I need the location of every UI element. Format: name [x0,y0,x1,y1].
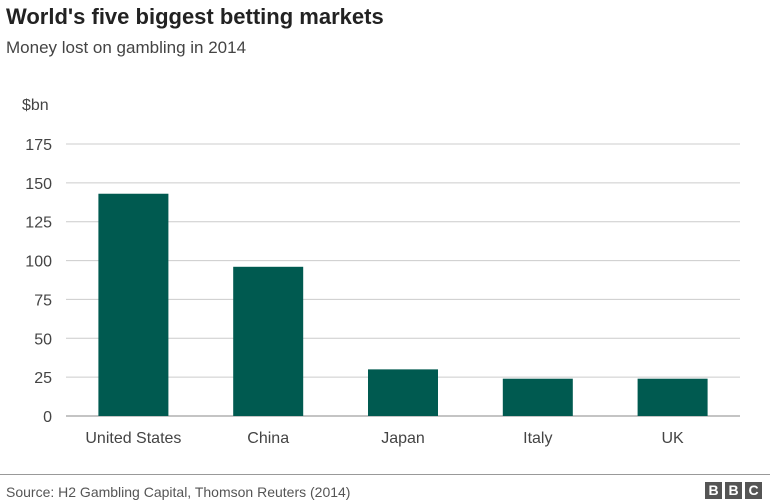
y-tick-label: 150 [25,176,52,193]
bar-chart: 0 25 50 75 100 125 150 175 United States China Jap… [25,137,740,447]
y-tick-label: 175 [25,137,52,154]
x-tick-label: United States [85,430,181,447]
x-tick-label: China [247,430,289,447]
y-tick-label: 25 [34,370,52,387]
y-tick-label: 0 [43,409,52,426]
chart-subtitle: Money lost on gambling in 2014 [6,38,247,57]
x-tick-label: Japan [381,430,425,447]
logo-letter: B [725,482,742,499]
chart-title: World's five biggest betting markets [6,4,384,29]
x-tick-label: UK [661,430,684,447]
bar [368,369,438,416]
y-tick-label: 50 [34,331,52,348]
footer-divider [0,474,770,475]
x-tick-label: Italy [523,430,552,447]
logo-letter: B [705,482,722,499]
bar [233,266,304,416]
y-axis-unit-label: $bn [22,97,49,114]
y-tick-label: 75 [34,292,52,309]
y-tick-label: 100 [25,254,52,271]
bar [637,378,708,416]
bar [98,193,169,416]
bbc-logo: B B C [705,482,762,499]
bar [502,378,573,416]
logo-letter: C [745,482,762,499]
source-note: Source: H2 Gambling Capital, Thomson Reu… [6,484,351,500]
y-tick-label: 125 [25,215,52,232]
